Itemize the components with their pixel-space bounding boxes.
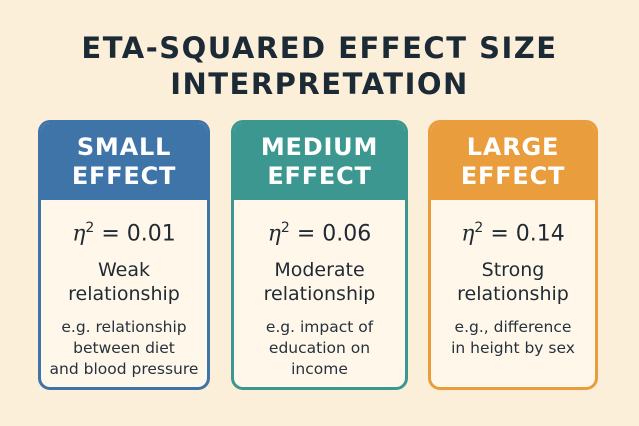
relationship-label: Strong relationship (431, 258, 595, 306)
example-text: e.g., difference in height by sex (431, 317, 595, 359)
card-heading-line-1: SMALL (76, 132, 172, 161)
example-line: e.g., difference (454, 318, 572, 337)
example-text: e.g. relationship between diet and blood… (41, 317, 207, 380)
eta-squared-value: η2 = 0.01 (41, 214, 207, 248)
eta-symbol: η (461, 221, 475, 247)
exponent: 2 (280, 220, 290, 236)
example-line: between diet (73, 339, 175, 358)
medium-effect-card: MEDIUM EFFECT η2 = 0.06 Moderate relatio… (231, 120, 408, 390)
card-header: LARGE EFFECT (431, 123, 595, 200)
small-effect-card: SMALL EFFECT η2 = 0.01 Weak relationship… (38, 120, 210, 390)
example-line: in height by sex (451, 339, 575, 358)
title-line-1: ETA-SQUARED EFFECT SIZE (81, 31, 558, 65)
card-heading-line-2: EFFECT (71, 161, 177, 190)
relationship-label: Moderate relationship (234, 258, 405, 306)
relationship-word: relationship (457, 283, 569, 306)
example-line: education on (268, 339, 371, 358)
eta-symbol: η (267, 221, 281, 247)
page-title: ETA-SQUARED EFFECT SIZE INTERPRETATION (0, 30, 639, 102)
card-heading-line-2: EFFECT (267, 161, 372, 190)
effect-value: = 0.01 (101, 221, 176, 247)
effect-value: = 0.06 (296, 221, 372, 247)
example-text: e.g. impact of education on income (234, 317, 405, 380)
example-line: e.g. impact of (265, 318, 374, 337)
relationship-label: Weak relationship (41, 258, 207, 306)
title-line-2: INTERPRETATION (170, 67, 469, 101)
card-header: MEDIUM EFFECT (234, 123, 405, 200)
eta-squared-value: η2 = 0.06 (234, 214, 405, 248)
relationship-strength: Strong (481, 259, 545, 282)
card-heading-line-1: MEDIUM (260, 132, 379, 161)
example-line: income (291, 360, 348, 379)
eta-squared-value: η2 = 0.14 (431, 214, 595, 248)
card-header: SMALL EFFECT (41, 123, 207, 200)
example-line: e.g. relationship (61, 318, 187, 337)
eta-symbol: η (72, 221, 86, 247)
card-heading-line-1: LARGE (466, 132, 560, 161)
effect-value: = 0.14 (490, 221, 565, 247)
example-line: and blood pressure (49, 360, 199, 379)
exponent: 2 (85, 220, 95, 236)
relationship-word: relationship (263, 283, 376, 306)
relationship-strength: Weak (97, 259, 150, 282)
exponent: 2 (474, 220, 484, 236)
relationship-word: relationship (68, 283, 180, 306)
relationship-strength: Moderate (274, 259, 365, 282)
large-effect-card: LARGE EFFECT η2 = 0.14 Strong relationsh… (428, 120, 598, 390)
card-heading-line-2: EFFECT (460, 161, 566, 190)
